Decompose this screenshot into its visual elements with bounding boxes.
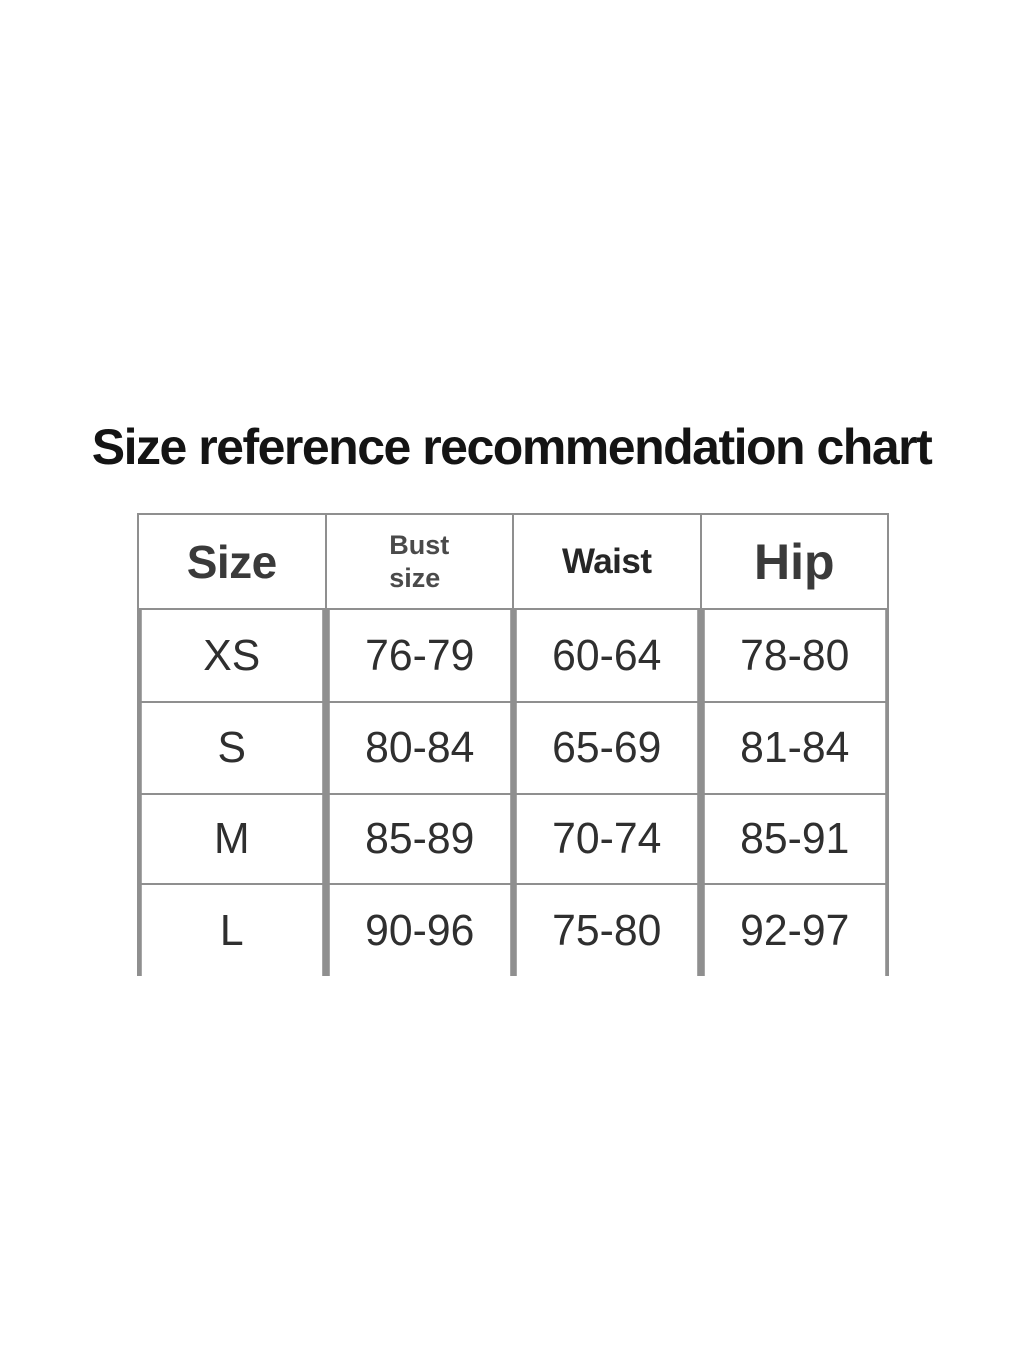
row-s-bust-value: 80-84 — [329, 703, 510, 793]
column-header-bust-line2: size — [389, 562, 441, 593]
column-header-hip: Hip — [701, 515, 887, 608]
row-l-waist-value: 75-80 — [516, 885, 697, 976]
row-m-waist-value: 70-74 — [516, 795, 697, 883]
row-l-size-label: L — [141, 885, 322, 976]
column-header-bust: Bust size — [326, 515, 512, 608]
size-table: Size Bust size Waist Hip XS 76-79 60-64 … — [137, 513, 889, 976]
row-xs-hip-value: 78-80 — [704, 610, 885, 701]
row-l-bust-value: 90-96 — [329, 885, 510, 976]
column-header-size: Size — [139, 515, 325, 608]
column-header-waist: Waist — [514, 515, 700, 608]
row-s-hip-value: 81-84 — [704, 703, 885, 793]
column-header-bust-line1: Bust — [389, 530, 450, 561]
row-m-bust-value: 85-89 — [329, 795, 510, 883]
row-s-size-label: S — [141, 703, 322, 793]
row-m-size-label: M — [141, 795, 322, 883]
row-l-hip-value: 92-97 — [704, 885, 885, 976]
row-m-hip-value: 85-91 — [704, 795, 885, 883]
page-title: Size reference recommendation chart — [91, 419, 933, 475]
row-s-waist-value: 65-69 — [516, 703, 697, 793]
row-xs-size-label: XS — [141, 610, 322, 701]
row-xs-bust-value: 76-79 — [329, 610, 510, 701]
row-xs-waist-value: 60-64 — [516, 610, 697, 701]
